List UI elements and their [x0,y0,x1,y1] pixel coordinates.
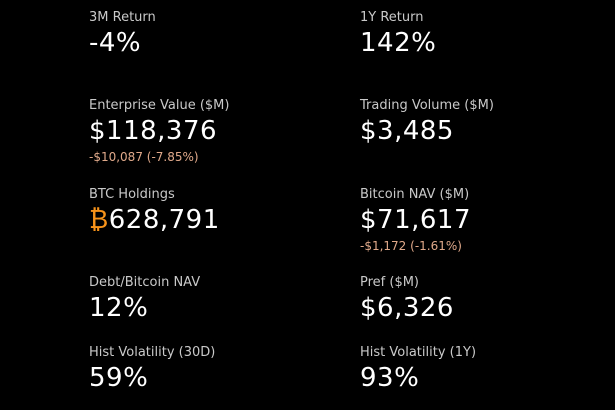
metric-value: $118,376 [89,116,218,146]
metric-3m-return: 3M Return -4% [89,10,156,58]
metric-value: 12% [89,293,149,323]
metric-1y-return: 1Y Return 142% [360,10,436,58]
metric-hist-volatility-1y: Hist Volatility (1Y) 93% [360,345,476,393]
metric-debt-bitcoin-nav: Debt/Bitcoin NAV 12% [89,275,200,323]
metric-enterprise-value: Enterprise Value ($M) $118,376 -$10,087 … [89,98,229,164]
metric-btc-holdings: BTC Holdings ₿628,791 [89,187,220,235]
metric-value: $3,485 [360,116,454,146]
metric-label: Trading Volume ($M) [360,98,494,113]
metric-value: 142% [360,28,437,58]
metric-change: -$10,087 (-7.85%) [89,150,199,164]
metric-label: Hist Volatility (30D) [89,345,216,360]
metric-trading-volume: Trading Volume ($M) $3,485 [360,98,494,146]
metric-value: 93% [360,363,420,393]
metric-pref: Pref ($M) $6,326 [360,275,454,323]
metric-label: Bitcoin NAV ($M) [360,187,470,202]
bitcoin-icon: ₿ [89,205,109,235]
metric-value: $6,326 [360,293,454,323]
metric-bitcoin-nav: Bitcoin NAV ($M) $71,617 -$1,172 (-1.61%… [360,187,471,253]
metric-label: Debt/Bitcoin NAV [89,275,201,290]
metric-change: -$1,172 (-1.61%) [360,239,462,253]
metric-label: 3M Return [89,10,156,25]
metric-value: 59% [89,363,149,393]
metric-value: ₿628,791 [89,205,220,235]
metric-hist-volatility-30d: Hist Volatility (30D) 59% [89,345,215,393]
metric-value: -4% [89,28,142,58]
metric-label: Pref ($M) [360,275,420,290]
btc-holdings-amount: 628,791 [108,205,220,235]
metric-label: BTC Holdings [89,187,175,202]
metric-label: Hist Volatility (1Y) [360,345,477,360]
metric-label: Enterprise Value ($M) [89,98,230,113]
metric-label: 1Y Return [360,10,424,25]
metric-value: $71,617 [360,205,472,235]
